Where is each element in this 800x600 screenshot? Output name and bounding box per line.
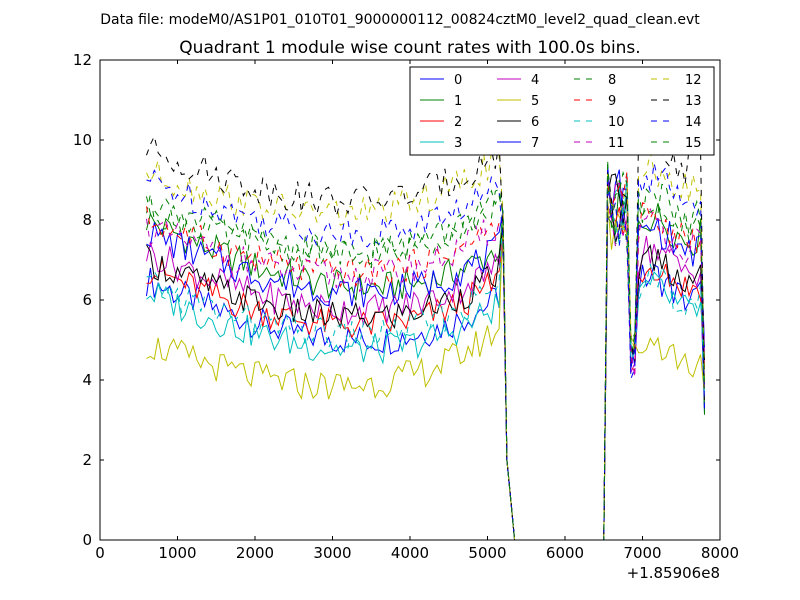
legend-label-6: 6: [531, 115, 539, 130]
legend-label-7: 7: [531, 136, 539, 151]
legend-label-1: 1: [454, 94, 462, 109]
legend-label-11: 11: [608, 136, 625, 151]
chart-title: Quadrant 1 module wise count rates with …: [179, 38, 640, 58]
legend-label-9: 9: [608, 94, 616, 109]
y-tick-label: 6: [82, 291, 92, 309]
series-line-5: [146, 199, 705, 541]
y-tick-label: 0: [82, 531, 92, 549]
x-tick-label: 4000: [391, 544, 429, 562]
x-tick-label: 2000: [236, 544, 274, 562]
y-tick-label: 10: [73, 131, 92, 149]
legend-label-15: 15: [685, 136, 702, 151]
x-tick-label: 0: [95, 544, 105, 562]
legend-label-0: 0: [454, 73, 462, 88]
legend-label-13: 13: [685, 94, 702, 109]
series-line-3: [146, 173, 705, 541]
legend-label-5: 5: [531, 94, 539, 109]
series-line-0: [146, 169, 705, 541]
series-line-14: [146, 163, 705, 541]
legend-label-2: 2: [454, 115, 462, 130]
series-line-2: [146, 207, 705, 541]
y-tick-label: 12: [73, 51, 92, 69]
series-line-9: [146, 171, 705, 541]
series-line-12: [146, 151, 705, 541]
series-line-11: [146, 175, 705, 541]
legend-label-3: 3: [454, 136, 462, 151]
x-tick-label: 5000: [468, 544, 506, 562]
series-line-13: [146, 127, 705, 541]
y-tick-label: 4: [82, 371, 92, 389]
legend-label-4: 4: [531, 73, 539, 88]
plot-area: [146, 127, 705, 541]
series-line-15: [146, 159, 705, 541]
x-offset-label: +1.85906e8: [627, 564, 720, 582]
legend-label-14: 14: [685, 115, 702, 130]
legend-label-8: 8: [608, 73, 616, 88]
legend-box: [409, 66, 715, 156]
series-line-8: [146, 187, 705, 541]
legend-label-10: 10: [608, 115, 625, 130]
x-tick-label: 8000: [701, 544, 739, 562]
x-tick-label: 6000: [546, 544, 584, 562]
series-line-6: [146, 173, 705, 541]
x-tick-label: 3000: [313, 544, 351, 562]
y-tick-label: 8: [82, 211, 92, 229]
x-tick-label: 7000: [623, 544, 661, 562]
legend-label-12: 12: [685, 73, 702, 88]
x-tick-label: 1000: [158, 544, 196, 562]
y-tick-label: 2: [82, 451, 92, 469]
data-file-title: Data file: modeM0/AS1P01_010T01_90000001…: [100, 12, 700, 28]
axes: 0 1000 2000 3000 4000 5000 6000 7000 80000246810…: [73, 51, 739, 582]
series-line-4: [146, 182, 705, 541]
